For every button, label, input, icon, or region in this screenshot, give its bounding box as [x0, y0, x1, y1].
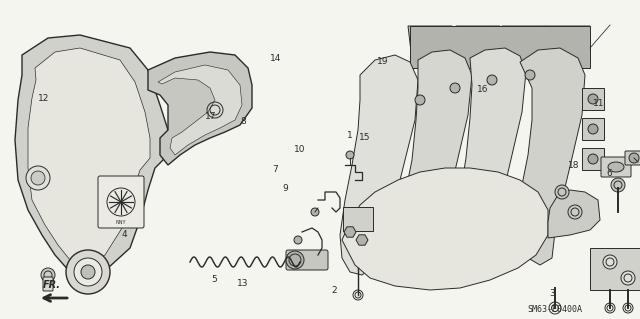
Text: 17: 17: [205, 112, 217, 121]
Polygon shape: [410, 26, 590, 68]
Text: 6: 6: [607, 169, 612, 178]
Circle shape: [81, 265, 95, 279]
Ellipse shape: [464, 35, 492, 57]
Text: 16: 16: [477, 85, 489, 94]
Circle shape: [41, 268, 55, 282]
Circle shape: [536, 26, 543, 33]
Polygon shape: [546, 26, 590, 60]
Text: 2: 2: [332, 286, 337, 295]
Ellipse shape: [608, 162, 624, 172]
Circle shape: [415, 95, 425, 105]
Circle shape: [603, 255, 617, 269]
Text: 15: 15: [359, 133, 371, 142]
Circle shape: [579, 26, 586, 33]
Text: 11: 11: [593, 99, 604, 108]
Circle shape: [26, 166, 50, 190]
Circle shape: [550, 26, 557, 33]
Circle shape: [66, 250, 110, 294]
Text: 7: 7: [273, 165, 278, 174]
Circle shape: [588, 154, 598, 164]
Circle shape: [74, 258, 102, 286]
Circle shape: [487, 75, 497, 85]
FancyBboxPatch shape: [343, 207, 373, 231]
FancyBboxPatch shape: [286, 250, 328, 270]
Polygon shape: [502, 26, 546, 60]
Circle shape: [294, 236, 302, 244]
Ellipse shape: [510, 35, 538, 57]
Polygon shape: [582, 88, 604, 110]
Text: 13: 13: [237, 279, 249, 288]
Text: 8: 8: [241, 117, 246, 126]
Circle shape: [506, 26, 513, 33]
Polygon shape: [158, 65, 242, 155]
Circle shape: [490, 26, 497, 33]
Circle shape: [588, 94, 598, 104]
Circle shape: [588, 124, 598, 134]
Circle shape: [450, 83, 460, 93]
Circle shape: [611, 178, 625, 192]
Text: 12: 12: [38, 94, 49, 103]
Polygon shape: [342, 168, 548, 290]
Circle shape: [31, 171, 45, 185]
Text: 4: 4: [122, 230, 127, 239]
Polygon shape: [28, 48, 150, 265]
Polygon shape: [518, 48, 585, 265]
Polygon shape: [400, 50, 472, 268]
Circle shape: [286, 251, 304, 269]
Circle shape: [346, 151, 354, 159]
Polygon shape: [408, 26, 452, 60]
Circle shape: [311, 208, 319, 216]
Polygon shape: [356, 235, 368, 245]
Text: 5: 5: [212, 275, 217, 284]
Text: NNY: NNY: [116, 219, 126, 225]
Polygon shape: [340, 55, 418, 275]
Circle shape: [629, 153, 639, 163]
Polygon shape: [590, 248, 640, 290]
Text: SM63-E0400A: SM63-E0400A: [527, 306, 582, 315]
Circle shape: [460, 26, 467, 33]
Polygon shape: [582, 118, 604, 140]
Polygon shape: [344, 227, 356, 237]
Text: 9: 9: [282, 184, 287, 193]
FancyBboxPatch shape: [625, 151, 640, 165]
FancyBboxPatch shape: [43, 277, 53, 291]
Circle shape: [525, 70, 535, 80]
Text: 3: 3: [549, 289, 554, 298]
FancyBboxPatch shape: [98, 176, 144, 228]
FancyBboxPatch shape: [601, 157, 631, 177]
Text: 1: 1: [348, 131, 353, 140]
Ellipse shape: [416, 35, 444, 57]
Ellipse shape: [554, 35, 582, 57]
Polygon shape: [15, 35, 168, 278]
Text: FR.: FR.: [43, 280, 61, 290]
Polygon shape: [582, 148, 604, 170]
Circle shape: [621, 271, 635, 285]
Polygon shape: [548, 190, 600, 238]
Polygon shape: [456, 48, 526, 268]
Circle shape: [442, 26, 449, 33]
Text: 10: 10: [294, 145, 305, 154]
Circle shape: [412, 26, 419, 33]
Text: 19: 19: [377, 57, 388, 66]
Circle shape: [555, 185, 569, 199]
Polygon shape: [456, 26, 500, 60]
Text: 14: 14: [269, 54, 281, 63]
Polygon shape: [148, 52, 252, 165]
Text: 18: 18: [568, 161, 579, 170]
